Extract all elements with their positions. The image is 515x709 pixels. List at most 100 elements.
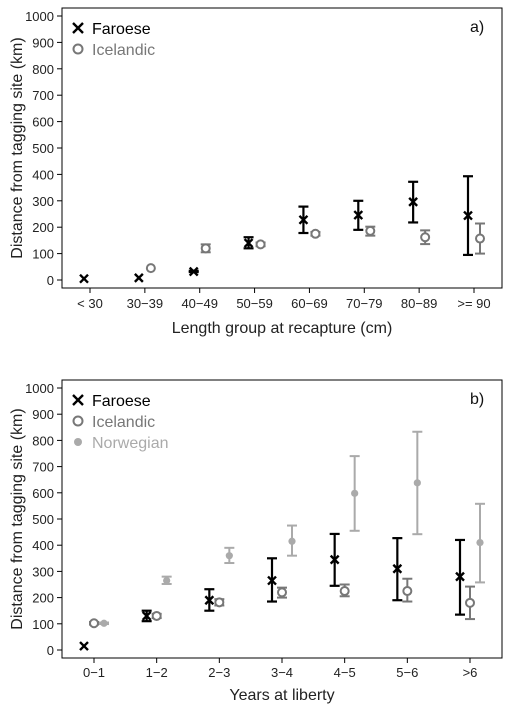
x-tick-label-b: 0−1 xyxy=(83,665,105,680)
legend-a: Faroese Icelandic xyxy=(72,21,155,59)
point-icelandic xyxy=(402,586,413,597)
point-faroese xyxy=(267,575,277,586)
legend-marker-norwegian xyxy=(74,438,82,446)
x-tick-label-a: >= 90 xyxy=(457,296,490,311)
point-faroese xyxy=(79,273,89,284)
y-tick-label-a: 200 xyxy=(32,220,54,235)
y-axis-label-a: Distance from tagging site (km) xyxy=(9,37,26,258)
point-icelandic xyxy=(145,263,156,274)
point-faroese xyxy=(455,571,465,582)
point-norwegian xyxy=(413,479,421,487)
y-tick-label-a: 1000 xyxy=(25,9,54,24)
y-axis-a: 0 100 200 300 400 500 600 700 800 900 1000 xyxy=(25,9,62,288)
point-icelandic xyxy=(200,243,211,254)
y-tick-label-b: 300 xyxy=(32,564,54,579)
x-tick-label-a: 80−89 xyxy=(401,296,438,311)
legend-label-faroese: Faroese xyxy=(92,21,151,38)
y-tick-label-b: 400 xyxy=(32,538,54,553)
y-tick-label-a: 900 xyxy=(32,35,54,50)
x-axis-label-a: Length group at recapture (cm) xyxy=(172,320,393,337)
point-faroese xyxy=(298,214,309,225)
legend-marker-icelandic xyxy=(72,415,84,427)
y-tick-label-a: 300 xyxy=(32,194,54,209)
y-axis-b: 0 100 200 300 400 500 600 700 800 900 1000 xyxy=(25,381,62,658)
y-tick-label-a: 600 xyxy=(32,115,54,130)
legend-b: Faroese Icelandic Norwegian xyxy=(72,393,168,452)
x-axis-a: < 30 30−39 40−49 50−59 60−69 70−79 80−89 >= 90 xyxy=(77,288,491,311)
point-icelandic xyxy=(214,597,225,608)
y-tick-label-b: 0 xyxy=(47,643,54,658)
x-tick-label-a: 40−49 xyxy=(181,296,218,311)
x-tick-label-b: 4−5 xyxy=(334,665,356,680)
panel-a: 0 100 200 300 400 500 600 700 800 900 1000 < 30 30−… xyxy=(9,7,503,337)
y-tick-label-b: 600 xyxy=(32,486,54,501)
point-faroese xyxy=(353,210,364,220)
point-norwegian xyxy=(351,489,359,497)
legend-label-icelandic: Icelandic xyxy=(92,42,155,59)
point-icelandic xyxy=(255,239,266,250)
y-tick-label-b: 900 xyxy=(32,407,54,422)
y-tick-label-a: 800 xyxy=(32,62,54,77)
y-tick-label-a: 0 xyxy=(47,273,54,288)
point-norwegian xyxy=(100,619,108,627)
point-icelandic xyxy=(365,225,376,236)
legend-marker-icelandic xyxy=(72,43,84,55)
y-tick-label-b: 800 xyxy=(32,433,54,448)
point-icelandic xyxy=(310,228,321,239)
x-tick-label-b: 2−3 xyxy=(208,665,230,680)
legend-marker-faroese xyxy=(72,394,84,406)
x-tick-label-a: 30−39 xyxy=(127,296,164,311)
y-tick-label-a: 500 xyxy=(32,141,54,156)
point-faroese xyxy=(243,238,254,248)
y-tick-label-b: 100 xyxy=(32,617,54,632)
point-icelandic xyxy=(465,597,475,608)
legend-marker-faroese xyxy=(72,22,84,34)
x-axis-label-b: Years at liberty xyxy=(229,687,334,704)
point-icelandic xyxy=(151,610,162,621)
point-norwegian xyxy=(163,576,171,585)
point-icelandic xyxy=(420,232,431,243)
point-norwegian xyxy=(288,537,296,545)
x-tick-label-a: < 30 xyxy=(77,296,103,311)
x-tick-label-a: 50−59 xyxy=(236,296,273,311)
point-norwegian xyxy=(476,538,484,547)
legend-label-icelandic: Icelandic xyxy=(92,414,155,431)
y-axis-label-b: Distance from tagging site (km) xyxy=(9,408,26,629)
x-tick-label-b: 1−2 xyxy=(146,665,168,680)
point-faroese xyxy=(329,554,340,565)
point-faroese xyxy=(79,641,89,651)
point-icelandic xyxy=(475,233,485,244)
point-icelandic xyxy=(277,587,287,598)
legend-label-norwegian: Norwegian xyxy=(92,435,168,452)
point-icelandic xyxy=(339,586,350,597)
legend-label-faroese: Faroese xyxy=(92,393,151,410)
point-faroese xyxy=(408,197,418,207)
point-faroese xyxy=(204,595,215,606)
x-tick-label-b: 5−6 xyxy=(396,665,418,680)
point-faroese xyxy=(141,611,152,621)
panel-label-a: a) xyxy=(470,19,484,36)
x-tick-label-a: 70−79 xyxy=(346,296,383,311)
y-tick-label-b: 200 xyxy=(32,591,54,606)
y-tick-label-b: 500 xyxy=(32,512,54,527)
y-tick-label-a: 400 xyxy=(32,167,54,182)
y-tick-label-a: 700 xyxy=(32,88,54,103)
x-tick-label-a: 60−69 xyxy=(291,296,328,311)
x-tick-label-b: 3−4 xyxy=(271,665,293,680)
point-faroese xyxy=(392,563,403,574)
y-tick-label-b: 1000 xyxy=(25,381,54,396)
y-tick-label-a: 100 xyxy=(32,247,54,262)
point-faroese xyxy=(188,266,199,277)
x-tick-label-b: >6 xyxy=(463,665,478,680)
x-axis-b: 0−1 1−2 2−3 3−4 4−5 5−6 >6 xyxy=(83,658,477,680)
panel-label-b: b) xyxy=(470,391,484,408)
point-norwegian xyxy=(225,552,233,560)
data-marks-a xyxy=(79,175,485,284)
panel-b: 0 100 200 300 400 500 600 700 800 900 1000 0−1 1−2 2… xyxy=(9,379,503,704)
point-icelandic xyxy=(89,618,99,629)
y-tick-label-b: 700 xyxy=(32,460,54,475)
point-faroese xyxy=(134,273,144,283)
data-marks-b xyxy=(79,430,485,651)
point-faroese xyxy=(463,210,473,221)
